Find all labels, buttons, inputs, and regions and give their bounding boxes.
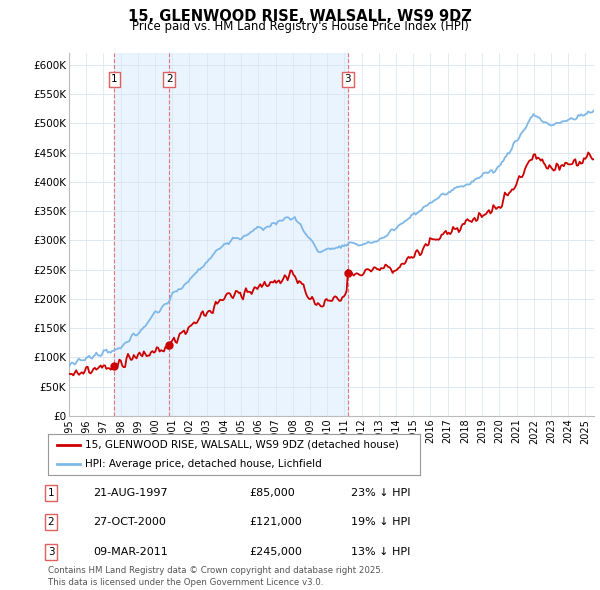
Text: 27-OCT-2000: 27-OCT-2000 bbox=[93, 517, 166, 527]
Text: 21-AUG-1997: 21-AUG-1997 bbox=[93, 488, 167, 497]
Bar bbox=[169, 53, 347, 416]
Text: 15, GLENWOOD RISE, WALSALL, WS9 9DZ (detached house): 15, GLENWOOD RISE, WALSALL, WS9 9DZ (det… bbox=[85, 440, 399, 450]
Text: 23% ↓ HPI: 23% ↓ HPI bbox=[351, 488, 410, 497]
Text: 2: 2 bbox=[166, 74, 172, 84]
Text: 19% ↓ HPI: 19% ↓ HPI bbox=[351, 517, 410, 527]
Text: 3: 3 bbox=[344, 74, 351, 84]
Text: 13% ↓ HPI: 13% ↓ HPI bbox=[351, 547, 410, 556]
Bar bbox=[115, 53, 169, 416]
Text: HPI: Average price, detached house, Lichfield: HPI: Average price, detached house, Lich… bbox=[85, 459, 322, 469]
Text: £121,000: £121,000 bbox=[249, 517, 302, 527]
Text: £245,000: £245,000 bbox=[249, 547, 302, 556]
Text: Contains HM Land Registry data © Crown copyright and database right 2025.
This d: Contains HM Land Registry data © Crown c… bbox=[48, 566, 383, 587]
Text: 15, GLENWOOD RISE, WALSALL, WS9 9DZ: 15, GLENWOOD RISE, WALSALL, WS9 9DZ bbox=[128, 9, 472, 24]
Text: 09-MAR-2011: 09-MAR-2011 bbox=[93, 547, 168, 556]
Text: £85,000: £85,000 bbox=[249, 488, 295, 497]
Text: 1: 1 bbox=[47, 488, 55, 497]
Text: Price paid vs. HM Land Registry's House Price Index (HPI): Price paid vs. HM Land Registry's House … bbox=[131, 20, 469, 33]
Text: 1: 1 bbox=[111, 74, 118, 84]
Text: 3: 3 bbox=[47, 547, 55, 556]
Text: 2: 2 bbox=[47, 517, 55, 527]
